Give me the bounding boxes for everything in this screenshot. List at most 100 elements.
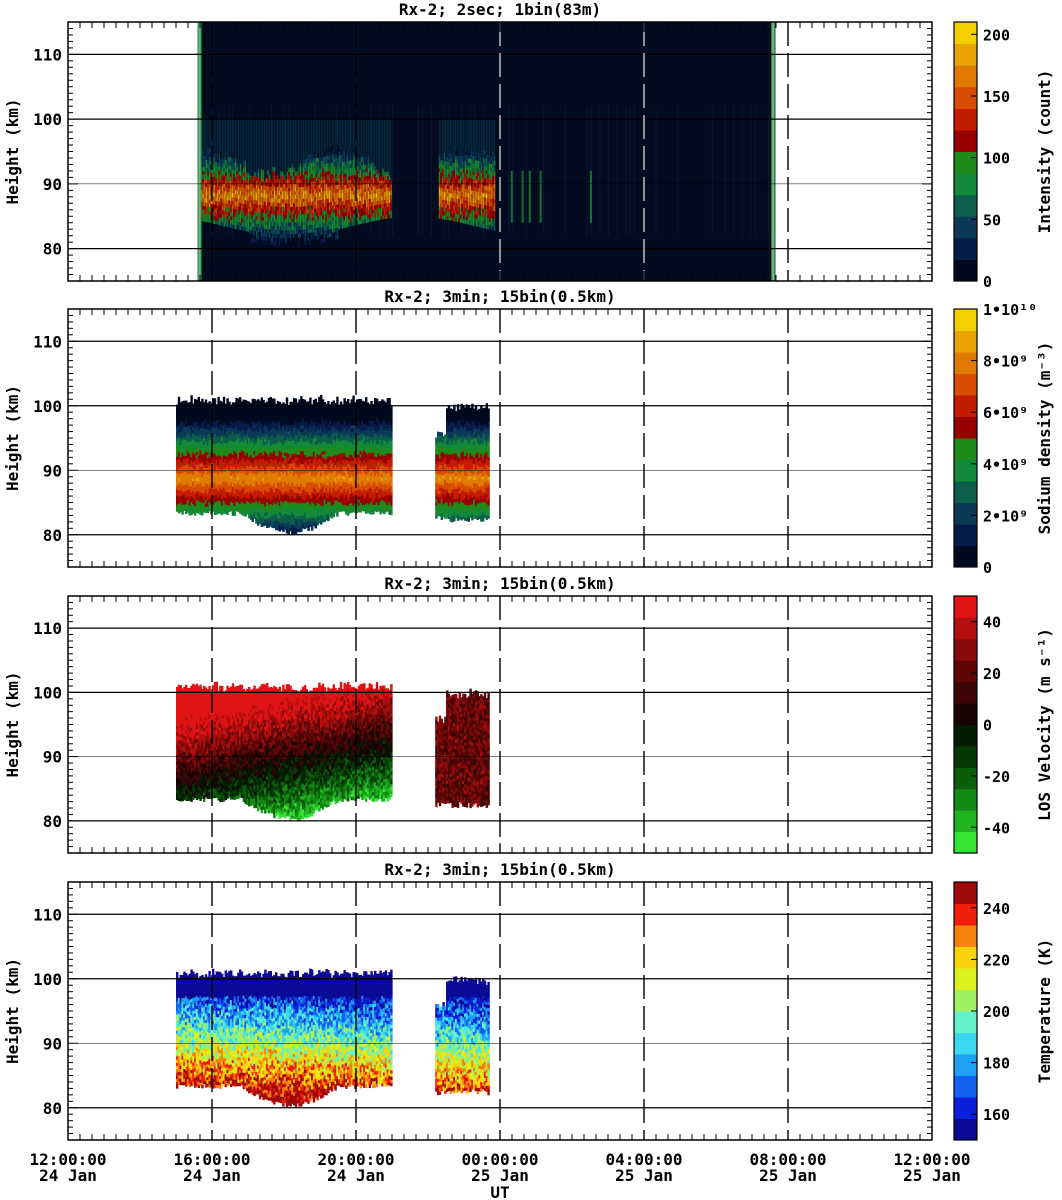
data-cell	[221, 417, 224, 422]
data-cell	[228, 440, 231, 445]
noise-streak	[677, 106, 679, 236]
intensity-cell	[312, 216, 315, 221]
data-cell	[203, 450, 206, 455]
data-cell	[188, 482, 191, 487]
intensity-cell	[330, 209, 332, 214]
data-cell	[251, 414, 254, 419]
intensity-cell	[332, 220, 334, 225]
intensity-cell	[298, 225, 300, 230]
streak-top	[438, 119, 440, 156]
intensity-cell	[328, 236, 331, 242]
intensity-cell	[372, 189, 374, 195]
intensity-cell	[276, 210, 279, 215]
data-cell	[219, 484, 222, 489]
data-cell	[226, 430, 229, 435]
intensity-cell	[238, 217, 240, 222]
intensity-cell	[265, 177, 268, 183]
intensity-cell	[479, 164, 481, 170]
intensity-cell	[268, 217, 271, 222]
intensity-cell	[346, 215, 349, 220]
intensity-cell	[257, 227, 259, 232]
data-cell	[257, 508, 260, 513]
intensity-cell	[377, 184, 379, 190]
data-cell	[194, 463, 197, 468]
intensity-cell	[299, 163, 302, 168]
intensity-cell	[208, 210, 211, 216]
intensity-cell	[307, 236, 310, 241]
data-cell	[183, 432, 186, 437]
data-cell	[253, 405, 256, 410]
intensity-cell	[314, 188, 316, 194]
data-cell	[239, 484, 242, 488]
data-cell	[244, 445, 247, 449]
intensity-cell	[489, 159, 491, 164]
intensity-cell	[456, 217, 459, 223]
intensity-cell	[467, 216, 470, 221]
data-cell	[203, 421, 206, 426]
data-cell	[248, 433, 251, 438]
data-cell	[192, 503, 195, 508]
intensity-cell	[492, 163, 494, 169]
data-cell	[230, 507, 233, 512]
intensity-cell	[328, 182, 331, 187]
data-cell	[246, 468, 249, 473]
data-cell	[242, 441, 245, 446]
intensity-cell	[361, 184, 363, 189]
intensity-cell	[231, 192, 234, 198]
intensity-cell	[443, 195, 446, 201]
intensity-cell	[359, 165, 361, 170]
intensity-cell	[319, 199, 321, 205]
intensity-cell	[228, 184, 230, 189]
data-cell	[244, 487, 247, 491]
data-cell	[235, 491, 238, 496]
data-cell	[244, 441, 247, 446]
intensity-cell	[241, 175, 243, 180]
intensity-cell	[249, 237, 251, 242]
data-cell	[221, 511, 224, 516]
streak-top	[311, 119, 312, 158]
intensity-cell	[345, 168, 347, 174]
intensity-cell	[367, 217, 370, 223]
intensity-cell	[382, 180, 384, 185]
data-cell	[239, 480, 242, 485]
intensity-cell	[293, 198, 295, 204]
intensity-cell	[202, 205, 204, 210]
intensity-cell	[301, 174, 303, 180]
intensity-cell	[375, 177, 378, 182]
intensity-cell	[370, 197, 373, 203]
intensity-cell	[374, 216, 376, 221]
data-cell	[197, 500, 200, 504]
intensity-cell	[306, 186, 308, 191]
intensity-cell	[268, 174, 271, 179]
data-cell	[183, 481, 186, 486]
intensity-cell	[323, 210, 326, 215]
intensity-cell	[288, 206, 290, 211]
intensity-cell	[379, 196, 381, 201]
intensity-cell	[228, 203, 230, 209]
intensity-cell	[346, 207, 349, 212]
intensity-cell	[252, 187, 255, 192]
data-cell	[208, 491, 211, 496]
intensity-cell	[273, 174, 276, 180]
intensity-cell	[204, 217, 206, 222]
intensity-cell	[223, 198, 225, 203]
intensity-cell	[285, 190, 287, 196]
intensity-cell	[213, 196, 216, 201]
intensity-cell	[482, 200, 484, 205]
intensity-cell	[239, 163, 242, 168]
data-cell	[206, 451, 209, 456]
intensity-cell	[346, 203, 349, 208]
intensity-cell	[215, 216, 217, 221]
data-cell	[199, 446, 202, 451]
intensity-cell	[464, 165, 467, 170]
data-cell	[177, 458, 181, 462]
data-cell	[208, 501, 211, 505]
data-cell	[221, 424, 224, 429]
intensity-cell	[372, 162, 374, 167]
intensity-cell	[275, 198, 277, 203]
intensity-cell	[291, 190, 293, 196]
data-cell	[213, 462, 217, 467]
intensity-cell	[252, 203, 255, 208]
data-cell	[213, 427, 217, 432]
data-cell	[222, 480, 226, 485]
